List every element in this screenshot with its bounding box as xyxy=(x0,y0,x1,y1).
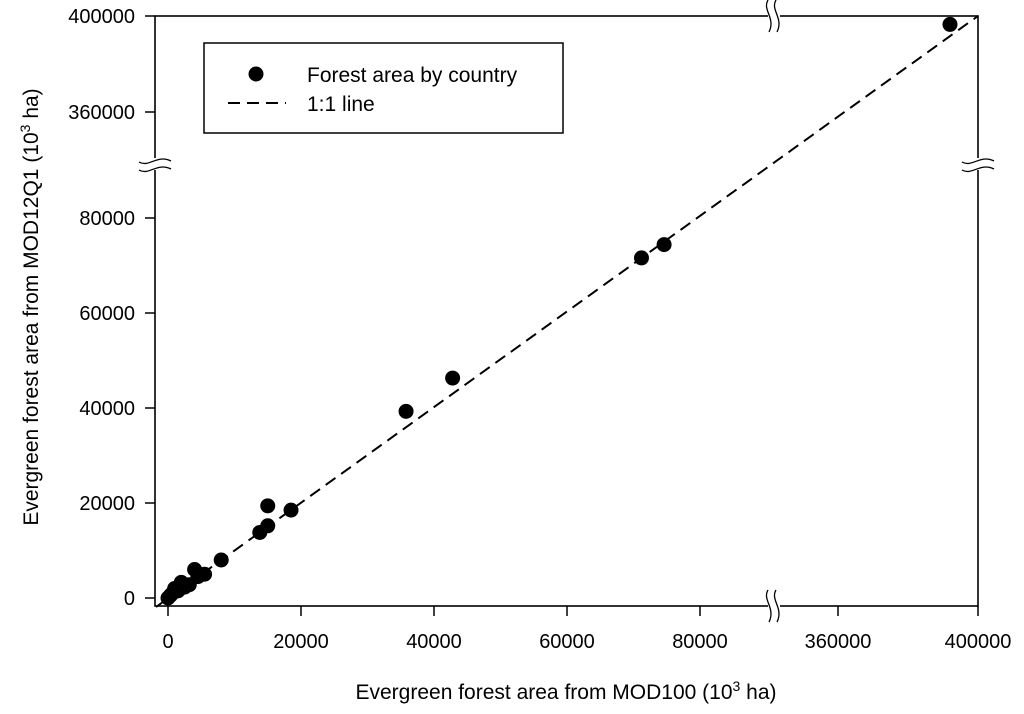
axis-break-mark xyxy=(961,158,995,165)
x-tick-label: 40000 xyxy=(406,631,462,653)
data-point xyxy=(213,552,229,568)
one-to-one-line xyxy=(155,15,979,608)
axis-break-marks xyxy=(138,0,995,623)
axis-break-mark xyxy=(765,589,772,623)
axis-break-mark xyxy=(765,0,772,33)
reference-line-group xyxy=(155,15,979,608)
axis-break-mark xyxy=(773,0,780,33)
data-point xyxy=(260,498,276,514)
data-point xyxy=(197,566,213,582)
x-tick-label: 400000 xyxy=(945,631,1012,653)
data-point xyxy=(633,250,649,266)
y-tick-label: 400000 xyxy=(68,6,135,28)
legend-label-points: Forest area by country xyxy=(307,64,518,87)
y-tick-label: 80000 xyxy=(79,208,135,230)
data-point xyxy=(445,370,461,386)
x-tick-label: 360000 xyxy=(805,631,872,653)
axis-break-mark xyxy=(138,166,172,173)
data-point xyxy=(942,16,958,32)
y-tick-label: 360000 xyxy=(68,102,135,124)
axis-break-mark xyxy=(773,589,780,623)
axis-break-mark xyxy=(138,158,172,165)
legend-box xyxy=(203,42,564,134)
legend-label-line: 1:1 line xyxy=(307,93,375,116)
x-tick-label: 0 xyxy=(162,631,173,653)
axis-break-mark xyxy=(961,166,995,173)
data-point xyxy=(656,237,672,253)
x-axis-title: Evergreen forest area from MOD100 (103 h… xyxy=(356,678,777,704)
y-axis-title: Evergreen forest area from MOD12Q1 (103 … xyxy=(17,88,43,525)
y-tick-label: 20000 xyxy=(79,493,135,515)
y-tick-label: 40000 xyxy=(79,398,135,420)
x-tick-label: 20000 xyxy=(273,631,329,653)
legend: Forest area by country 1:1 line xyxy=(203,42,564,134)
data-points xyxy=(160,16,958,606)
data-point xyxy=(283,502,299,518)
x-tick-label: 80000 xyxy=(672,631,728,653)
y-tick-label: 0 xyxy=(124,588,135,610)
x-tick-label: 60000 xyxy=(539,631,595,653)
data-point xyxy=(260,518,276,534)
data-point xyxy=(398,403,414,419)
legend-marker-circle xyxy=(248,66,264,82)
axis-ticks: 0 20000 40000 60000 80000 360000 400000 0 20000 4… xyxy=(68,6,1011,653)
y-tick-label: 60000 xyxy=(79,303,135,325)
